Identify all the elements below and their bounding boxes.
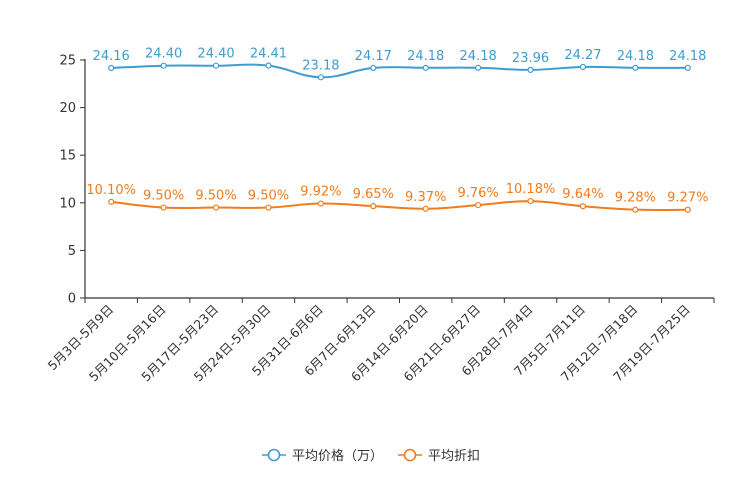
data-label: 24.18 [617, 49, 654, 64]
axes: 05101520255月3日-5月9日5月10日-5月16日5月17日-5月23… [45, 54, 715, 384]
legend-item-2[interactable]: 平均折扣 [398, 448, 480, 464]
data-point [684, 206, 691, 213]
legend-label: 平均价格（万） [292, 448, 383, 464]
y-tick-label: 25 [59, 54, 76, 69]
legend-label: 平均折扣 [428, 449, 480, 464]
data-point [422, 205, 429, 212]
data-point [265, 204, 272, 211]
data-label: 9.92% [300, 185, 341, 200]
y-tick-label: 0 [68, 292, 76, 307]
data-label: 24.41 [250, 47, 287, 62]
data-point [212, 204, 220, 211]
data-point [632, 206, 639, 213]
data-point [108, 198, 115, 205]
data-point [108, 64, 115, 72]
data-point [475, 201, 482, 209]
series-1 [108, 62, 691, 81]
legend-item-1[interactable]: 平均价格（万） [262, 448, 383, 464]
data-point [684, 64, 691, 71]
y-tick-label: 15 [59, 149, 76, 164]
data-label: 9.64% [562, 187, 603, 202]
y-tick-label: 20 [59, 101, 76, 116]
data-point [317, 200, 324, 207]
data-point [422, 64, 429, 71]
data-label: 24.17 [355, 49, 392, 64]
y-tick-label: 10 [59, 196, 76, 211]
data-point [160, 62, 167, 69]
data-label: 24.18 [669, 49, 706, 64]
data-point [370, 64, 377, 72]
legend: 平均价格（万） 平均折扣 [262, 448, 480, 464]
data-label: 9.65% [353, 187, 394, 202]
data-point [475, 64, 482, 71]
data-label: 24.27 [564, 48, 601, 63]
data-label: 9.28% [615, 191, 656, 206]
data-label: 10.10% [86, 183, 136, 198]
data-label: 9.27% [667, 191, 708, 206]
data-point [579, 203, 587, 210]
data-point [527, 66, 534, 74]
data-point [160, 204, 167, 211]
data-label: 9.50% [143, 189, 184, 204]
data-point [579, 63, 587, 71]
legend-swatch-marker [403, 448, 417, 462]
data-label: 23.96 [512, 51, 549, 66]
data-point [212, 62, 220, 69]
data-point [527, 197, 534, 205]
data-label: 9.50% [248, 189, 289, 204]
series-line [111, 200, 688, 211]
data-label: 24.18 [407, 49, 444, 64]
data-label: 24.18 [460, 49, 497, 64]
data-label: 9.50% [195, 189, 236, 204]
data-point [265, 62, 272, 69]
data-label: 24.40 [145, 47, 182, 62]
data-label: 24.16 [93, 49, 130, 64]
data-label: 24.40 [197, 47, 234, 62]
legend-swatch-marker [267, 448, 281, 462]
series-line [111, 63, 688, 79]
series-group [108, 62, 691, 213]
y-tick-label: 5 [68, 244, 76, 259]
data-point [632, 64, 639, 71]
data-label: 10.18% [506, 182, 556, 197]
data-labels: 24.16 24.40 24.40 24.41 23.18 24.17 24.18 24.18… [86, 47, 708, 206]
data-point [317, 74, 324, 81]
series-2 [108, 197, 691, 213]
data-point [370, 203, 377, 210]
data-label: 9.37% [405, 190, 446, 205]
data-label: 9.76% [457, 186, 498, 201]
data-label: 23.18 [302, 58, 339, 73]
